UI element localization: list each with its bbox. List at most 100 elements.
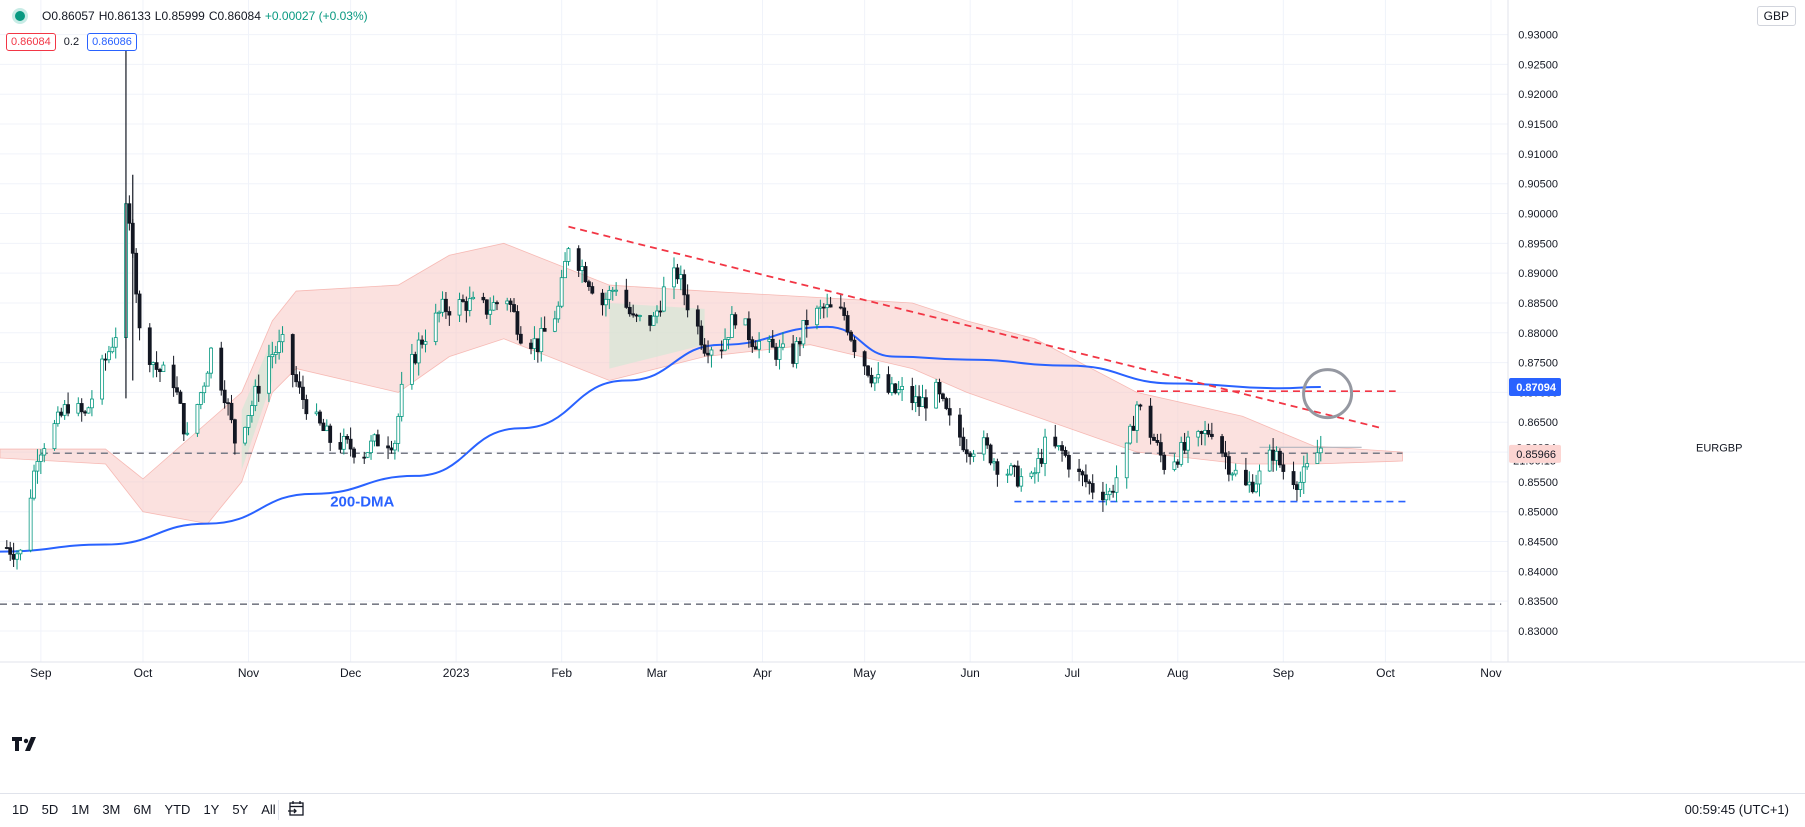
candle-body [842,307,847,316]
candle-body [1087,481,1092,484]
y-tick-label: 0.86500 [1518,417,1558,429]
candle-body [910,386,915,404]
candle-body [341,436,346,450]
candle-body [924,397,928,409]
candle-body [467,298,472,311]
candle-body [624,289,629,308]
candle-body [774,346,779,360]
range-1y[interactable]: 1Y [203,802,220,817]
candle-body [253,385,258,407]
candle-body [76,403,81,414]
highlight-circle [1302,368,1354,420]
candle-body [1220,436,1224,454]
candle-body [968,453,973,457]
candle-body [246,415,251,428]
candle-body [348,438,353,450]
candle-body [781,343,785,348]
candle-body [42,448,47,456]
candle-body [11,553,16,560]
status-dot-icon [12,8,28,24]
candle-body [457,299,462,316]
candle-body [845,315,850,333]
candle-body [1101,491,1105,501]
candle-body [1278,450,1282,466]
range-3m[interactable]: 3M [102,802,121,817]
x-tick-label: Jun [960,666,979,680]
candle-body [746,318,751,341]
candle-body [777,346,782,360]
candle-body [1152,436,1156,441]
candle-body [396,416,401,444]
bid-value[interactable]: 0.86084 [6,33,56,51]
candle-body [672,267,676,288]
candle-body [559,277,564,307]
candle-body [484,299,489,315]
y-tick-label: 0.89500 [1518,238,1558,250]
candle-body [1199,431,1204,434]
candle-body [372,434,377,442]
y-tick-label: 0.88500 [1518,298,1558,310]
candle-body [869,374,874,384]
range-ytd[interactable]: YTD [164,802,191,817]
ask-value[interactable]: 0.86086 [87,33,137,51]
candle-body [488,309,493,315]
range-6m[interactable]: 6M [133,802,152,817]
candle-body [1223,452,1228,457]
candle-body [137,293,142,329]
price-label-text: 0.85966 [1516,449,1556,461]
candle-body [1257,470,1262,485]
price-chart[interactable]: 200-DMA 0.83000 0.83500 0.84000 0.84500 0.85… [0,0,1805,793]
range-all[interactable]: All [261,802,276,817]
candle-body [280,334,285,343]
candle-body [154,362,159,370]
candle-body [1066,454,1071,470]
candle-body [35,461,40,472]
candle-body [791,343,796,364]
range-1d[interactable]: 1D [12,802,29,817]
candle-body [648,315,653,326]
y-tick-label: 0.89000 [1518,268,1558,280]
x-tick-label: 2023 [443,666,470,680]
candle-body [1009,465,1013,475]
candle-body [464,301,469,311]
currency-button[interactable]: GBP [1756,6,1796,26]
x-tick-label: Oct [1376,666,1395,680]
candle-body [267,356,271,394]
candle-body [1158,442,1163,456]
candle-body [1138,404,1143,407]
candle-body [1318,447,1323,454]
candle-body [318,411,322,424]
candle-body [757,340,762,350]
candle-body [171,364,176,389]
candle-body [529,342,533,349]
range-1m[interactable]: 1M [71,802,90,817]
x-tick-label: Mar [647,666,668,680]
candle-body [750,339,755,348]
candle-body [409,354,414,385]
y-tick-label: 0.92000 [1518,89,1558,101]
candle-body [301,386,305,400]
candle-body [1182,442,1187,451]
range-5d[interactable]: 5D [41,802,59,817]
candle-body [52,423,57,450]
candle-body [985,437,990,446]
candle-body [1196,431,1201,438]
candle-body [849,331,853,341]
ohlc-low: L0.85999 [154,9,205,23]
range-5y[interactable]: 5Y [232,802,249,817]
candle-body [375,434,380,447]
candle-body [1019,476,1024,487]
candle-body [38,454,43,462]
candle-body [821,306,826,309]
y-tick-label: 0.83000 [1518,626,1558,638]
clock-readout[interactable]: 00:59:45 (UTC+1) [1684,802,1789,817]
goto-date-icon[interactable] [288,800,306,822]
candle-body [4,547,9,549]
candle-body [495,302,499,305]
candle-body [920,397,925,407]
candle-body [947,408,952,416]
candle-body [505,300,510,305]
candle-body [1083,474,1088,483]
candle-body [542,328,547,332]
candle-body [971,453,976,457]
